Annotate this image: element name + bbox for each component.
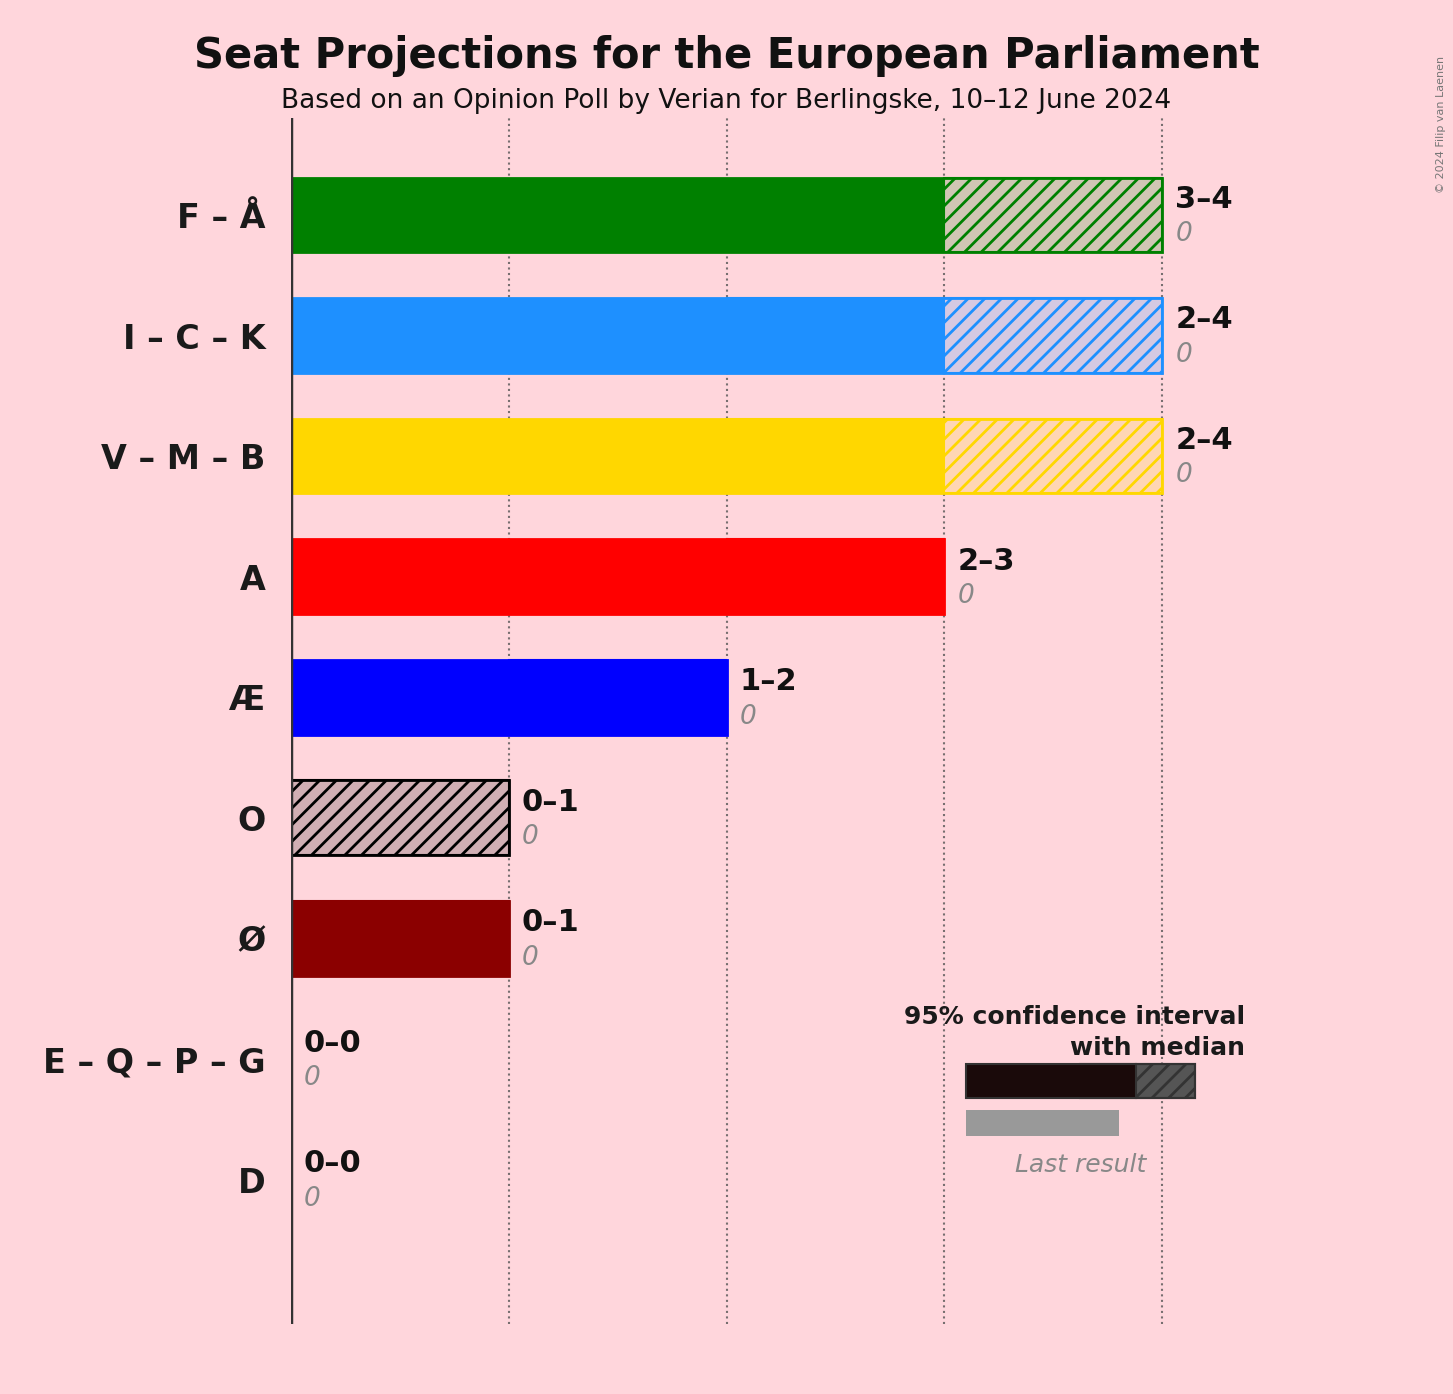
Text: 0–1: 0–1 (522, 909, 580, 937)
Bar (944, 177, 1162, 252)
Text: 3–4: 3–4 (1175, 185, 1234, 213)
Text: 1–2: 1–2 (740, 668, 798, 696)
Text: 0: 0 (958, 583, 975, 609)
Bar (291, 901, 509, 976)
Text: 2–4: 2–4 (1175, 305, 1234, 335)
Bar (291, 177, 944, 252)
Bar (291, 901, 509, 976)
Bar (509, 659, 726, 735)
Text: 0: 0 (1175, 342, 1193, 368)
Bar (944, 298, 1162, 374)
Bar (1136, 1064, 1194, 1097)
Bar (966, 1064, 1080, 1097)
Text: 0–0: 0–0 (304, 1150, 362, 1178)
Text: 0: 0 (304, 1186, 321, 1211)
Bar (726, 418, 944, 493)
Bar (291, 539, 726, 615)
Bar (291, 418, 726, 493)
Bar (291, 659, 726, 735)
Text: 2–3: 2–3 (958, 546, 1016, 576)
Text: 0–1: 0–1 (522, 788, 580, 817)
Text: 0: 0 (1175, 222, 1193, 247)
Bar (726, 539, 944, 615)
Text: © 2024 Filip van Laenen: © 2024 Filip van Laenen (1436, 56, 1446, 192)
Bar (944, 418, 1162, 493)
Text: 0: 0 (1175, 463, 1193, 488)
Bar (291, 298, 1162, 374)
Text: 95% confidence interval
with median: 95% confidence interval with median (904, 1005, 1245, 1061)
Bar (966, 1064, 1194, 1097)
Bar (291, 418, 1162, 493)
Bar (291, 781, 509, 856)
Bar (726, 298, 944, 374)
Text: Seat Projections for the European Parliament: Seat Projections for the European Parlia… (193, 35, 1260, 77)
Text: 2–4: 2–4 (1175, 427, 1234, 454)
Bar (1080, 1064, 1136, 1097)
Text: Last result: Last result (1016, 1153, 1146, 1177)
Bar (291, 177, 1162, 252)
Text: Based on an Opinion Poll by Verian for Berlingske, 10–12 June 2024: Based on an Opinion Poll by Verian for B… (282, 88, 1171, 114)
Text: 0–0: 0–0 (304, 1029, 362, 1058)
Bar (291, 781, 509, 856)
Bar (291, 659, 509, 735)
Text: 0: 0 (522, 824, 539, 850)
Bar (291, 298, 726, 374)
Text: 0: 0 (740, 704, 757, 729)
Text: 0: 0 (304, 1065, 321, 1092)
Text: 0: 0 (522, 945, 539, 970)
Bar (291, 539, 944, 615)
Bar (966, 1110, 1119, 1136)
